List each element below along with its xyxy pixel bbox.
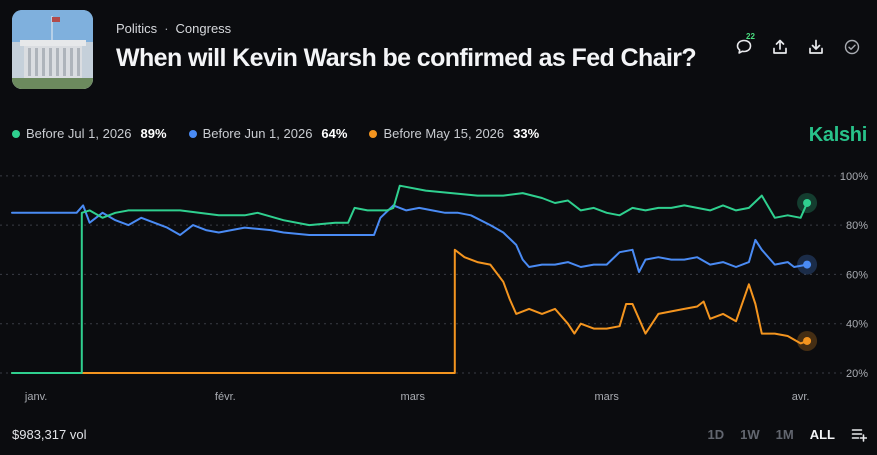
x-axis: janv. févr. mars mars avr. [24,391,810,403]
chart-settings-button[interactable] [851,426,867,442]
market-thumbnail-image [12,10,93,89]
grid-layer [0,175,843,374]
time-range-selector: 1D 1W 1M ALL [708,426,867,442]
y-tick-label: 100% [840,171,868,183]
y-tick-label: 40% [846,319,868,331]
category-link[interactable]: Politics [116,21,158,36]
range-1d-button[interactable]: 1D [707,426,725,442]
list-add-icon [851,429,867,442]
legend-item-jul-1[interactable]: Before Jul 1, 2026 89% [12,126,167,141]
share-button[interactable] [771,38,789,56]
action-toolbar: 22 [735,32,861,56]
series-layer [11,184,809,374]
comment-icon [736,39,752,54]
breadcrumb: Politics · Congress [116,21,232,36]
legend-value: 89% [140,126,167,141]
volume-label: $983,317 vol [12,427,87,442]
chart-legend: Before Jul 1, 2026 89% Before Jun 1, 202… [12,126,539,141]
download-icon [809,39,823,54]
range-all-button[interactable]: ALL [809,426,835,442]
legend-value: 64% [321,126,348,141]
series-line[interactable] [11,248,809,374]
subcategory-link[interactable]: Congress [175,21,232,36]
x-tick-label: mars [401,391,426,403]
download-button[interactable] [807,38,825,56]
legend-item-may-15[interactable]: Before May 15, 2026 33% [369,126,539,141]
range-1w-button[interactable]: 1W [740,426,760,442]
y-tick-label: 60% [846,269,868,281]
endpoint-layer [797,192,818,351]
endpoint-marker[interactable] [803,336,812,345]
legend-label: Before May 15, 2026 [383,126,505,141]
legend-value: 33% [513,126,540,141]
comment-count-badge: 22 [746,32,755,41]
range-1m-button[interactable]: 1M [775,426,794,442]
legend-dot-icon [188,129,197,138]
x-tick-label: févr. [215,391,236,403]
y-tick-label: 80% [846,220,868,232]
kalshi-logo: Kalshi [808,124,868,146]
endpoint-marker[interactable] [803,198,812,207]
legend-dot-icon [369,129,378,138]
x-tick-label: avr. [792,391,810,403]
legend-dot-icon [12,129,20,138]
comments-button[interactable]: 22 [735,32,755,56]
series-line[interactable] [11,184,809,374]
page-title: When will Kevin Warsh be confirmed as Fe… [116,44,697,72]
probability-chart[interactable]: 100% 80% 60% 40% 20% janv. févr. mars mars avr. [0,160,877,406]
x-tick-label: janv. [24,391,47,403]
y-axis: 100% 80% 60% 40% 20% [840,171,868,380]
series-line[interactable] [11,204,809,273]
endpoint-marker[interactable] [803,260,812,269]
x-tick-label: mars [594,391,619,403]
legend-item-jun-1[interactable]: Before Jun 1, 2026 64% [188,126,348,141]
check-circle-icon [844,39,860,55]
share-icon [773,39,787,54]
legend-label: Before Jul 1, 2026 [26,126,132,141]
y-tick-label: 20% [846,368,868,380]
legend-label: Before Jun 1, 2026 [202,126,313,141]
follow-button[interactable] [843,38,861,56]
